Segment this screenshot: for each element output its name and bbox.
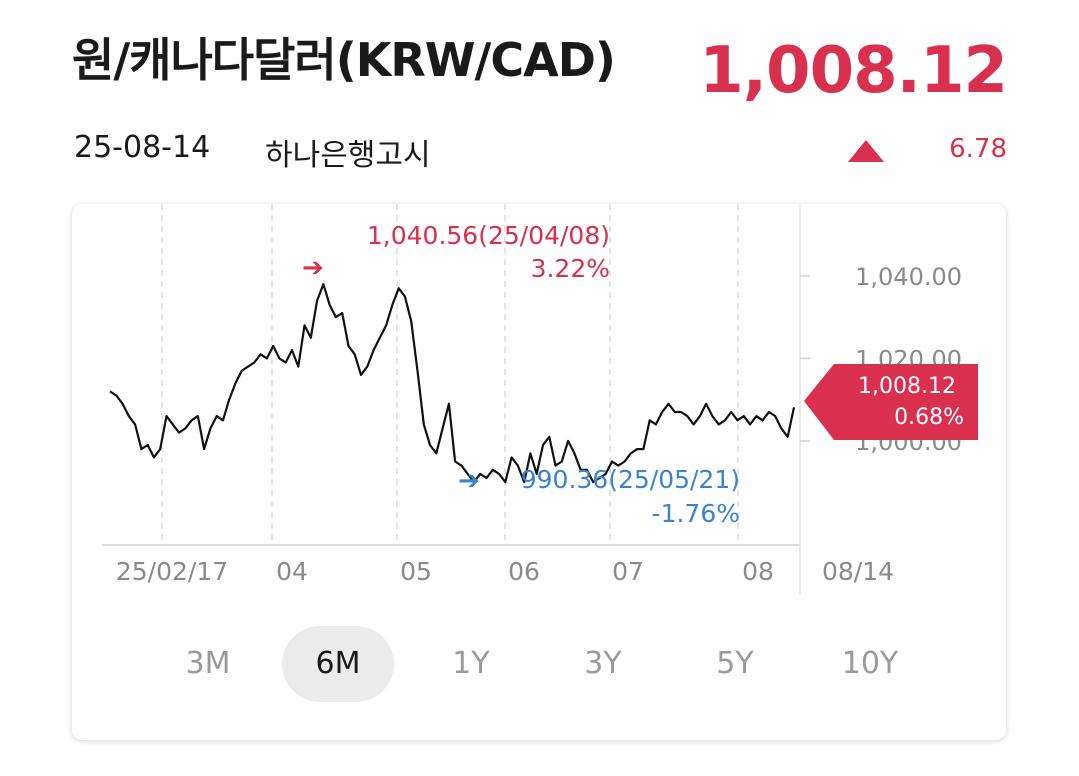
quote-source: 하나은행고시 xyxy=(265,138,431,173)
x-tick-label: 04 xyxy=(276,557,308,586)
low-annotation: 990.36(25/05/21) xyxy=(521,465,740,494)
high-arrow-icon: ➔ xyxy=(302,253,324,283)
high-annotation: 1,040.56(25/04/08) xyxy=(367,221,610,250)
range-selector: 3M 6M 1Y 3Y 5Y 10Y xyxy=(72,626,1006,702)
flag-price: 1,008.12 xyxy=(858,374,956,399)
chart-card: 1,040.00 1,020.00 1,000.00 25/02/17 04 05 06 0… xyxy=(72,204,1006,740)
low-percent: -1.76% xyxy=(652,499,740,528)
current-price: 1,008.12 xyxy=(699,34,1008,108)
low-arrow-icon: ➔ xyxy=(458,466,480,496)
range-3m-button[interactable]: 3M xyxy=(185,646,231,681)
range-10y-button[interactable]: 10Y xyxy=(841,646,899,681)
x-tick-label: 05 xyxy=(400,557,432,586)
x-tick-label: 06 xyxy=(508,557,540,586)
x-tick-label: 08/14 xyxy=(822,557,894,586)
up-triangle-icon xyxy=(848,140,884,162)
price-series-line xyxy=(109,283,796,484)
current-price-flag: 1,008.12 0.68% xyxy=(804,364,978,440)
x-tick-label: 08 xyxy=(742,557,774,586)
price-change: 6.78 xyxy=(949,134,1007,164)
exchange-rate-chart[interactable]: 1,040.001,020.001,000.00 25/02/17 04 05 06 0… xyxy=(72,204,1006,624)
page-title: 원/캐나다달러(KRW/CAD) xyxy=(72,33,616,87)
range-1y-button[interactable]: 1Y xyxy=(452,646,490,681)
range-6m-button[interactable]: 6M xyxy=(282,626,394,702)
y-tick-label: 1,040.00 xyxy=(855,263,962,291)
flag-percent: 0.68% xyxy=(894,405,964,430)
x-tick-label: 25/02/17 xyxy=(116,557,228,586)
range-3y-button[interactable]: 3Y xyxy=(584,646,622,681)
x-tick-label: 07 xyxy=(612,557,644,586)
range-5y-button[interactable]: 5Y xyxy=(716,646,754,681)
high-percent: 3.22% xyxy=(531,254,610,283)
quote-date: 25-08-14 xyxy=(74,130,211,165)
